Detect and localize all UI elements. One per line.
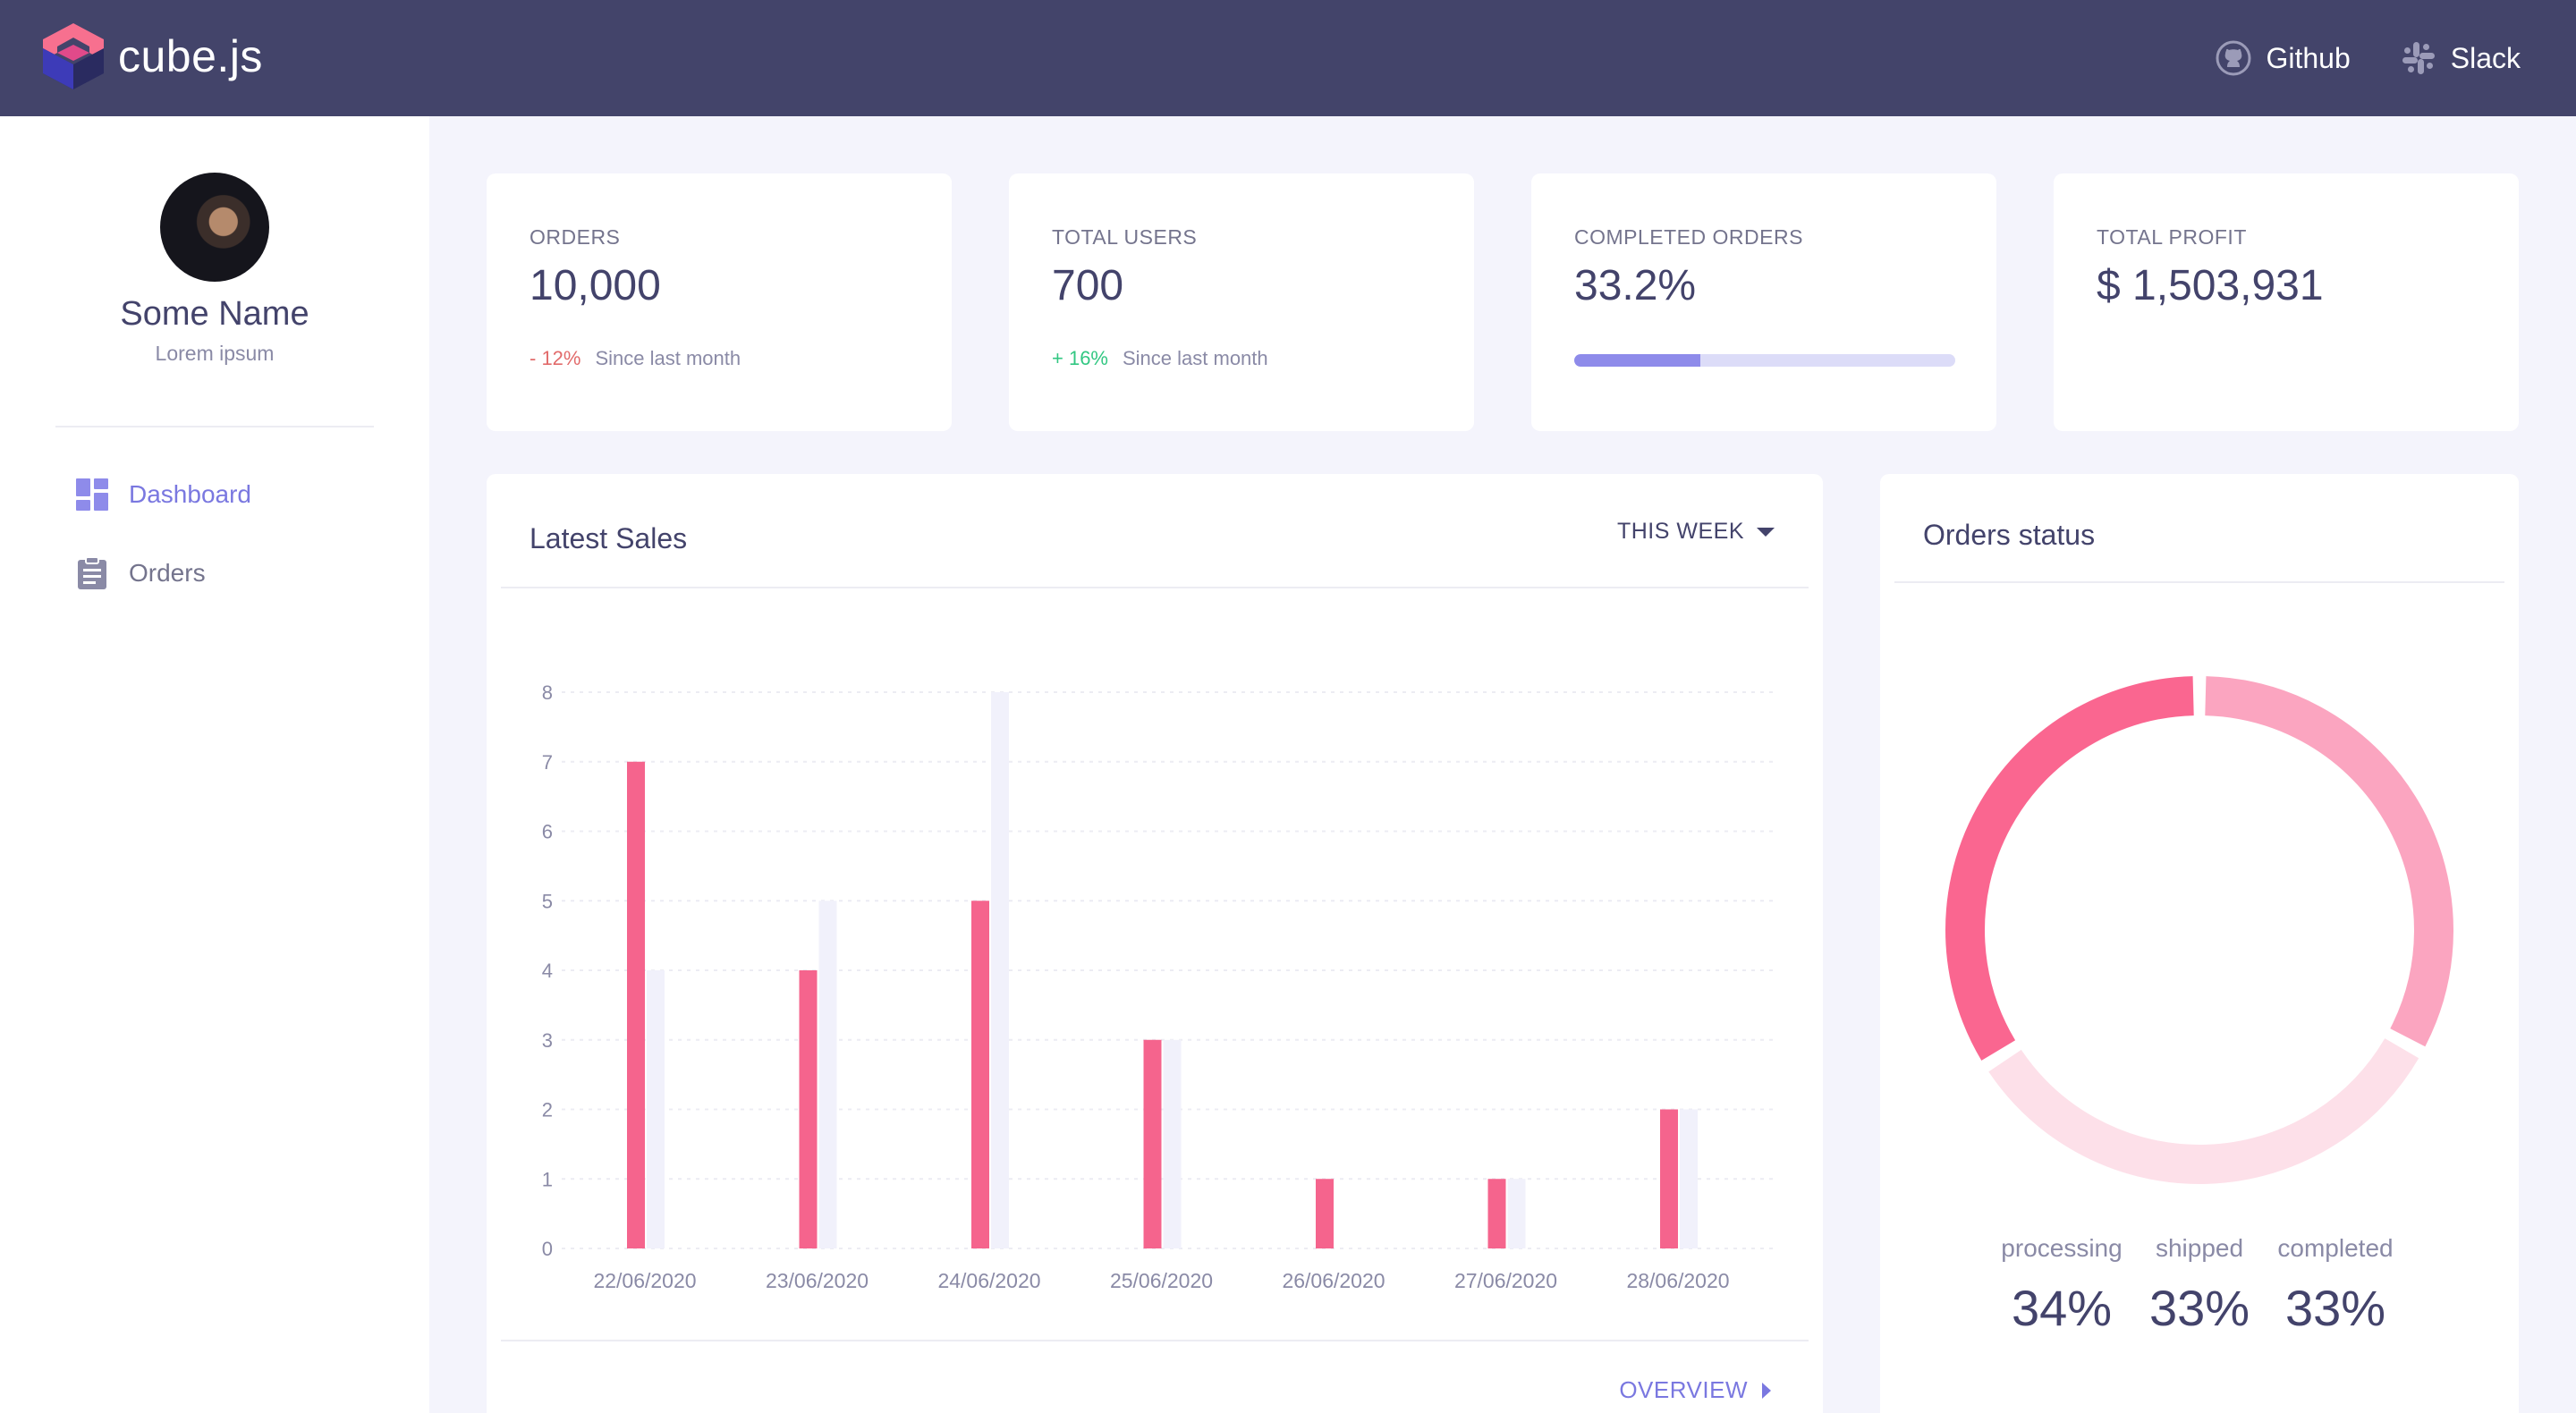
y-tick-label: 1 — [542, 1168, 553, 1190]
github-link-label: Github — [2266, 41, 2351, 74]
user-name: Some Name — [120, 295, 309, 333]
range-dropdown-label: THIS WEEK — [1616, 519, 1744, 544]
sidebar-item-label: Orders — [129, 559, 206, 587]
bar-primary[interactable] — [971, 901, 989, 1248]
y-tick-label: 4 — [542, 960, 553, 982]
sidebar: Some Name Lorem ipsum Dashboard Orders — [0, 116, 429, 1413]
panel-title: Orders status — [1923, 519, 2096, 551]
top-navbar: cube.js Github — [0, 0, 2576, 116]
stat-label: TOTAL PROFIT — [2097, 225, 2247, 249]
stat-delta: - 12% Since last month — [530, 347, 741, 370]
panel-title: Latest Sales — [530, 522, 688, 554]
y-tick-label: 6 — [542, 821, 553, 843]
bar-secondary[interactable] — [1163, 1039, 1182, 1248]
legend-item-processing: processing 34% — [1981, 1234, 2142, 1337]
brand-logo[interactable]: cube.js — [39, 20, 263, 93]
bar-primary[interactable] — [1487, 1179, 1506, 1248]
stat-label: ORDERS — [530, 225, 621, 249]
sidebar-item-dashboard[interactable]: Dashboard — [75, 478, 251, 512]
stat-label: TOTAL USERS — [1052, 225, 1198, 249]
range-dropdown[interactable]: THIS WEEK — [1617, 519, 1775, 545]
x-tick-label: 22/06/2020 — [593, 1269, 696, 1292]
github-link[interactable]: Github — [2216, 40, 2351, 76]
bar-secondary[interactable] — [991, 692, 1009, 1248]
bar-primary[interactable] — [1143, 1039, 1162, 1248]
legend-label: shipped — [2155, 1234, 2244, 1262]
delta-note: Since last month — [595, 347, 741, 369]
progress-fill — [1574, 354, 1701, 367]
y-tick-label: 3 — [542, 1029, 553, 1052]
chevron-down-icon — [1757, 527, 1775, 537]
x-tick-label: 24/06/2020 — [937, 1269, 1040, 1292]
user-subtitle: Lorem ipsum — [155, 342, 275, 365]
stat-card-total-profit: TOTAL PROFIT $ 1,503,931 — [2054, 173, 2519, 431]
top-links: Github Slack — [2216, 0, 2521, 116]
stat-card-completed-orders: COMPLETED ORDERS 33.2% — [1531, 173, 1996, 431]
bar-primary[interactable] — [799, 970, 818, 1248]
orders-status-donut-chart — [1945, 676, 2453, 1184]
delta-percent: + 16% — [1052, 347, 1108, 369]
y-tick-label: 7 — [542, 751, 553, 774]
latest-sales-panel: Latest Sales THIS WEEK 0 1 2 3 4 5 6 7 8 22/06/20… — [487, 474, 1823, 1413]
stat-value: 10,000 — [530, 262, 661, 309]
x-tick-label: 23/06/2020 — [766, 1269, 869, 1292]
sales-bar-chart: 0 1 2 3 4 5 6 7 8 22/06/2020 23/06/2020 24/06/2020 2… — [542, 681, 1775, 1292]
completed-progress-bar — [1574, 354, 1955, 367]
panel-divider — [1894, 581, 2504, 583]
bar-primary[interactable] — [627, 761, 645, 1248]
stat-card-orders: ORDERS 10,000 - 12% Since last month — [487, 173, 952, 431]
stat-delta: + 16% Since last month — [1052, 347, 1268, 370]
brand-name: cube.js — [118, 31, 263, 81]
bar-secondary[interactable] — [818, 901, 837, 1248]
y-tick-label: 5 — [542, 890, 553, 912]
sidebar-item-orders[interactable]: Orders — [75, 556, 206, 590]
chevron-right-icon — [1762, 1382, 1771, 1399]
donut-slice-processing[interactable] — [1945, 676, 2194, 1061]
bar-primary[interactable] — [1660, 1109, 1678, 1249]
bar-secondary[interactable] — [1507, 1179, 1526, 1248]
legend-label: processing — [2001, 1234, 2123, 1262]
x-tick-label: 26/06/2020 — [1282, 1269, 1385, 1292]
x-tick-label: 27/06/2020 — [1454, 1269, 1557, 1292]
bar-secondary[interactable] — [1680, 1109, 1698, 1249]
bar-primary[interactable] — [1316, 1179, 1334, 1248]
stat-value: 33.2% — [1574, 262, 1697, 309]
delta-note: Since last month — [1123, 347, 1268, 369]
sidebar-item-label: Dashboard — [129, 480, 251, 508]
clipboard-icon — [78, 556, 106, 589]
overview-link-label: OVERVIEW — [1619, 1376, 1748, 1403]
slack-link-label: Slack — [2450, 41, 2521, 74]
x-tick-label: 25/06/2020 — [1110, 1269, 1213, 1292]
stat-label: COMPLETED ORDERS — [1574, 225, 1803, 249]
github-icon — [2216, 40, 2251, 76]
panel-divider — [501, 587, 1809, 588]
delta-percent: - 12% — [530, 347, 581, 369]
slack-link[interactable]: Slack — [2401, 40, 2521, 76]
legend-value: 33% — [2148, 1280, 2250, 1336]
legend-label: completed — [2277, 1234, 2394, 1262]
stat-card-total-users: TOTAL USERS 700 + 16% Since last month — [1009, 173, 1474, 431]
stat-value: 700 — [1052, 262, 1124, 309]
cube-logo-icon — [43, 23, 104, 89]
x-tick-label: 28/06/2020 — [1626, 1269, 1729, 1292]
overview-link[interactable]: OVERVIEW — [1619, 1376, 1771, 1404]
bar-secondary[interactable] — [647, 970, 665, 1248]
sidebar-divider — [55, 426, 374, 427]
legend-item-shipped: shipped 33% — [2119, 1234, 2280, 1337]
legend-item-completed: completed 33% — [2255, 1234, 2416, 1337]
avatar[interactable] — [160, 173, 269, 282]
y-tick-label: 2 — [542, 1099, 553, 1121]
orders-status-panel: Orders status processing 34% shipped 33% com… — [1880, 474, 2519, 1413]
panel-divider — [501, 1340, 1809, 1341]
y-tick-label: 0 — [542, 1238, 553, 1260]
legend-value: 33% — [2284, 1280, 2386, 1336]
donut-slice-shipped[interactable] — [2205, 676, 2453, 1047]
legend-value: 34% — [2011, 1280, 2113, 1336]
slack-icon — [2402, 42, 2435, 74]
donut-slice-completed[interactable] — [1988, 1038, 2419, 1184]
y-tick-label: 8 — [542, 681, 553, 704]
dashboard-icon — [76, 478, 108, 511]
stat-value: $ 1,503,931 — [2097, 262, 2324, 309]
